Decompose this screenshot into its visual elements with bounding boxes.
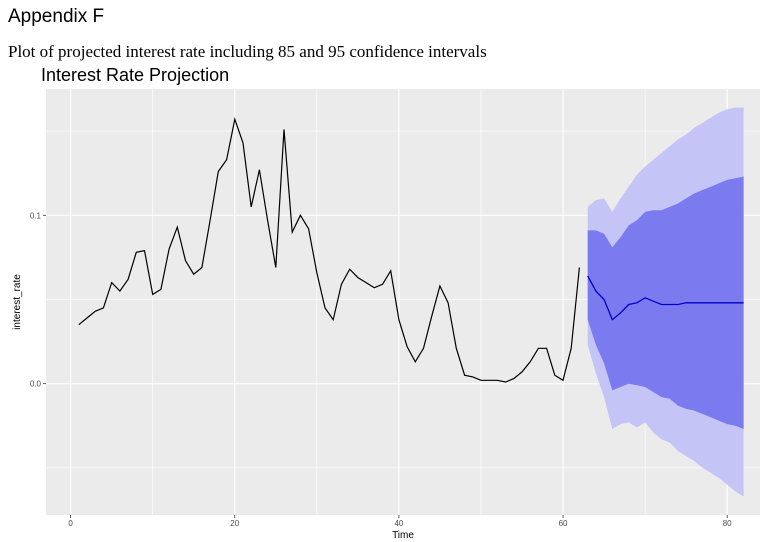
x-tick-label: 0 [68, 519, 73, 528]
figure-caption: Plot of projected interest rate includin… [8, 42, 487, 61]
history-line [78, 117, 580, 383]
chart-title: Interest Rate Projection [41, 65, 230, 85]
y-axis: 0.0 0.1 [30, 211, 46, 389]
x-tick-label: 20 [230, 519, 239, 528]
x-tick-label: 60 [559, 519, 568, 528]
x-tick-label: 40 [394, 519, 403, 528]
appendix-heading: Appendix F [8, 6, 105, 27]
x-axis: 0 20 40 60 80 [68, 515, 732, 528]
x-axis-title: Time [392, 530, 414, 541]
y-tick-label: 0.1 [30, 211, 42, 220]
confidence-band-85 [587, 176, 744, 430]
forecast-line [587, 275, 744, 321]
x-tick-label: 80 [723, 519, 732, 528]
y-tick-label: 0.0 [30, 380, 42, 389]
y-axis-title: interest_rate [12, 274, 23, 330]
